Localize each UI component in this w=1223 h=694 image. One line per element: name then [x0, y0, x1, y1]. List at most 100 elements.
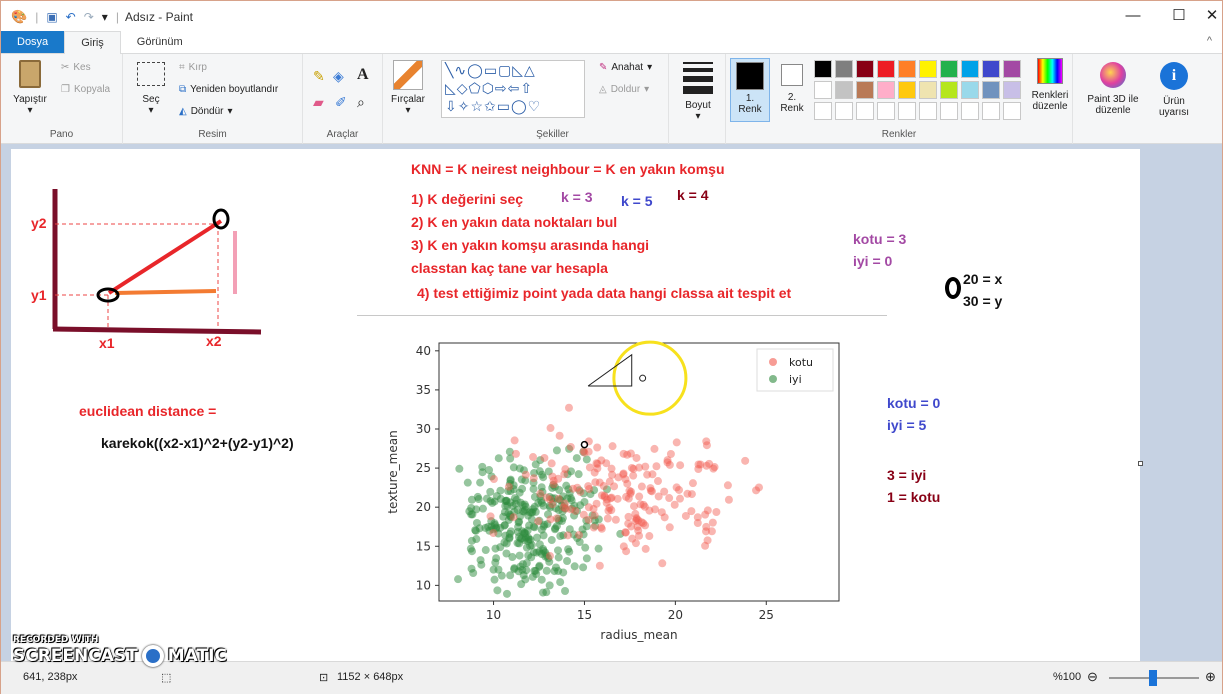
redo-icon[interactable]: ↷: [83, 9, 94, 24]
palette-empty-swatch[interactable]: [877, 102, 895, 120]
palette-swatch[interactable]: [814, 60, 832, 78]
kotu-point: [676, 461, 685, 470]
palette-empty-swatch[interactable]: [940, 102, 958, 120]
maximize-button[interactable]: ☐: [1172, 7, 1186, 24]
palette-swatch[interactable]: [1003, 81, 1021, 99]
paint3d-button[interactable]: Paint 3D ile düzenle: [1081, 62, 1145, 116]
save-icon[interactable]: ▣: [46, 9, 58, 24]
iyi-point: [467, 547, 476, 556]
color1-button[interactable]: 1. Renk: [730, 58, 770, 122]
pencil-icon[interactable]: ✎: [313, 68, 325, 84]
zoom-in-button[interactable]: ⊕: [1205, 669, 1216, 684]
fill-bucket-icon[interactable]: ◈: [333, 68, 344, 84]
tab-view[interactable]: Görünüm: [136, 36, 183, 48]
kotu-point: [590, 468, 599, 477]
palette-swatch[interactable]: [898, 60, 916, 78]
palette-swatch[interactable]: [961, 81, 979, 99]
resize-button[interactable]: ⧉ Yeniden boyutlandır: [179, 84, 279, 95]
kotu-point: [752, 486, 761, 495]
palette-swatch[interactable]: [856, 60, 874, 78]
shapes-gallery[interactable]: ╲∿◯▭▢◺△ ◺◇⬠⬡⇨⇦⇧ ⇩✧☆✩▭◯♡: [441, 60, 585, 118]
palette-swatch[interactable]: [835, 81, 853, 99]
tab-home[interactable]: Giriş: [64, 31, 121, 54]
drawing-canvas[interactable]: y2 y1 x1 x2 euclidean distance = karekok…: [11, 149, 1143, 661]
kotu-point: [623, 450, 632, 459]
kotu-point: [546, 495, 555, 504]
palette-empty-swatch[interactable]: [814, 102, 832, 120]
kotu-point: [637, 482, 646, 491]
canvas-resize-handle[interactable]: [1138, 461, 1143, 466]
color-picker-icon[interactable]: ✐: [335, 94, 347, 110]
palette-empty-swatch[interactable]: [982, 102, 1000, 120]
palette-empty-swatch[interactable]: [961, 102, 979, 120]
product-alert-button[interactable]: i Ürün uyarısı: [1151, 62, 1197, 118]
copy-button[interactable]: ❐ Kopyala: [61, 84, 111, 95]
brushes-button[interactable]: Fırçalar ▾: [385, 60, 431, 116]
palette-swatch[interactable]: [814, 81, 832, 99]
close-button[interactable]: ✕: [1205, 7, 1219, 24]
iyi-point: [517, 580, 526, 589]
kotu-point: [569, 484, 578, 493]
fill-button[interactable]: ◬ Doldur ▾: [599, 84, 650, 95]
palette-swatch[interactable]: [961, 60, 979, 78]
palette-empty-swatch[interactable]: [1003, 102, 1021, 120]
window-title: Adsız - Paint: [124, 9, 193, 24]
edit-colors-button[interactable]: Renkleri düzenle: [1026, 58, 1074, 112]
collapse-ribbon-icon[interactable]: ^: [1206, 35, 1212, 47]
palette-swatch[interactable]: [982, 60, 1000, 78]
iyi-point: [500, 521, 509, 530]
size-button[interactable]: Boyut ▾: [675, 60, 721, 122]
customize-toolbar-icon[interactable]: ▾: [101, 9, 108, 24]
paint-app-icon[interactable]: 🎨: [11, 8, 28, 24]
zoom-out-button[interactable]: ⊖: [1087, 669, 1098, 684]
minimize-button[interactable]: —: [1125, 7, 1141, 24]
tab-file[interactable]: Dosya: [1, 31, 65, 53]
palette-empty-swatch[interactable]: [856, 102, 874, 120]
kotu-point: [723, 481, 732, 490]
palette-swatch[interactable]: [940, 60, 958, 78]
iyi-point: [570, 562, 579, 571]
iyi-point: [569, 530, 578, 539]
palette-empty-swatch[interactable]: [898, 102, 916, 120]
palette-empty-swatch[interactable]: [835, 102, 853, 120]
outline-button[interactable]: ✎ Anahat ▾: [599, 62, 653, 73]
distance-triangle: [587, 353, 633, 387]
iyi-point: [492, 554, 501, 563]
palette-swatch[interactable]: [877, 60, 895, 78]
kotu-point: [687, 507, 696, 516]
iyi-point: [515, 551, 524, 560]
iyi-point: [554, 546, 563, 555]
palette-swatch[interactable]: [877, 81, 895, 99]
palette-swatch[interactable]: [1003, 60, 1021, 78]
zoom-slider[interactable]: [1109, 670, 1199, 686]
text-tool-icon[interactable]: A: [357, 66, 369, 83]
crop-button[interactable]: ⌗ Kırp: [179, 62, 207, 73]
palette-swatch[interactable]: [898, 81, 916, 99]
undo-icon[interactable]: ↶: [65, 9, 76, 24]
kotu-point: [584, 515, 593, 524]
palette-swatch[interactable]: [940, 81, 958, 99]
iyi-point: [506, 510, 515, 519]
iyi-point: [519, 571, 528, 580]
palette-swatch[interactable]: [919, 81, 937, 99]
record-icon: [141, 645, 164, 667]
rotate-button[interactable]: ◭ Döndür ▾: [179, 106, 233, 117]
palette-swatch[interactable]: [982, 81, 1000, 99]
kotu-point: [629, 471, 638, 480]
kotu-point: [600, 491, 609, 500]
color2-swatch: [781, 64, 803, 86]
select-button[interactable]: Seç ▾: [133, 62, 169, 116]
color2-button[interactable]: 2. Renk: [774, 58, 810, 114]
palette-swatch[interactable]: [835, 60, 853, 78]
magnifier-icon[interactable]: ⌕: [357, 94, 365, 110]
kotu-point: [619, 542, 628, 551]
kotu-point: [554, 474, 563, 483]
zoom-slider-thumb[interactable]: [1149, 670, 1157, 686]
cut-button[interactable]: ✂ Kes: [61, 62, 91, 73]
palette-empty-swatch[interactable]: [919, 102, 937, 120]
palette-swatch[interactable]: [919, 60, 937, 78]
palette-swatch[interactable]: [856, 81, 874, 99]
paste-button[interactable]: Yapıştır ▾: [7, 60, 53, 116]
copy-icon: ❐: [61, 84, 70, 95]
eraser-icon[interactable]: ▰: [313, 94, 324, 110]
